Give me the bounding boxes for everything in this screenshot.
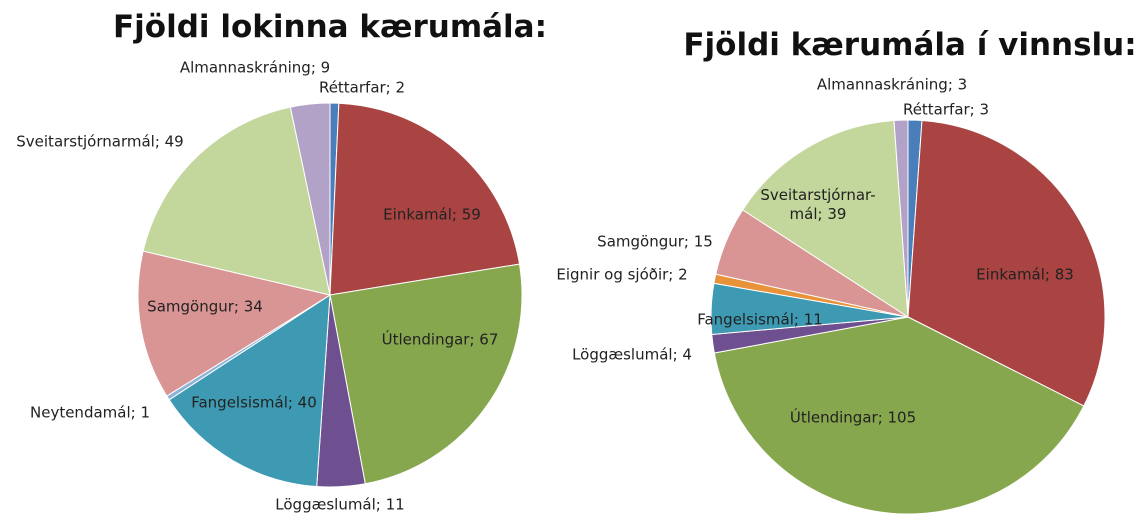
pie-slice	[713, 316, 1085, 515]
slice-label: Fangelsismál; 11	[697, 310, 823, 329]
chart-title: Fjöldi kærumála í vinnslu:	[683, 27, 1134, 63]
slice-label: Almannaskráning; 3	[816, 75, 968, 94]
slice-label: Samgöngur; 34	[147, 297, 263, 316]
slice-label: Réttarfar; 3	[902, 100, 990, 119]
slice-label: Útlendingar; 105	[789, 408, 917, 427]
slice-label: Löggæslumál; 4	[572, 345, 692, 364]
pie-slice	[329, 263, 523, 485]
pie-slice	[907, 119, 1106, 407]
slice-label: Réttarfar; 2	[318, 78, 406, 97]
slice-label: Sveitarstjórnar- mál; 39	[760, 186, 876, 223]
pie-slice	[741, 119, 909, 318]
slice-label: Sveitarstjórnarmál; 49	[16, 132, 184, 151]
slice-label: Almannaskráning; 9	[179, 58, 331, 77]
slice-label: Útlendingar; 67	[381, 330, 499, 349]
pie-slice	[893, 119, 909, 318]
slice-label: Neytendamál; 1	[30, 403, 150, 422]
pie-slice	[137, 250, 332, 397]
slice-label: Löggæslumál; 11	[275, 495, 405, 514]
pie-slice	[289, 102, 331, 296]
pie-slice	[168, 294, 331, 488]
slice-label: Samgöngur; 15	[597, 232, 713, 251]
chart-title: Fjöldi lokinna kærumála:	[113, 9, 547, 45]
slice-label: Einkamál; 83	[976, 265, 1074, 284]
slice-label: Eignir og sjóðir; 2	[556, 265, 688, 284]
pie-slice	[329, 102, 521, 296]
slice-label: Fangelsismál; 40	[191, 393, 317, 412]
pie-slice	[142, 106, 331, 296]
slice-label: Einkamál; 59	[383, 205, 481, 224]
